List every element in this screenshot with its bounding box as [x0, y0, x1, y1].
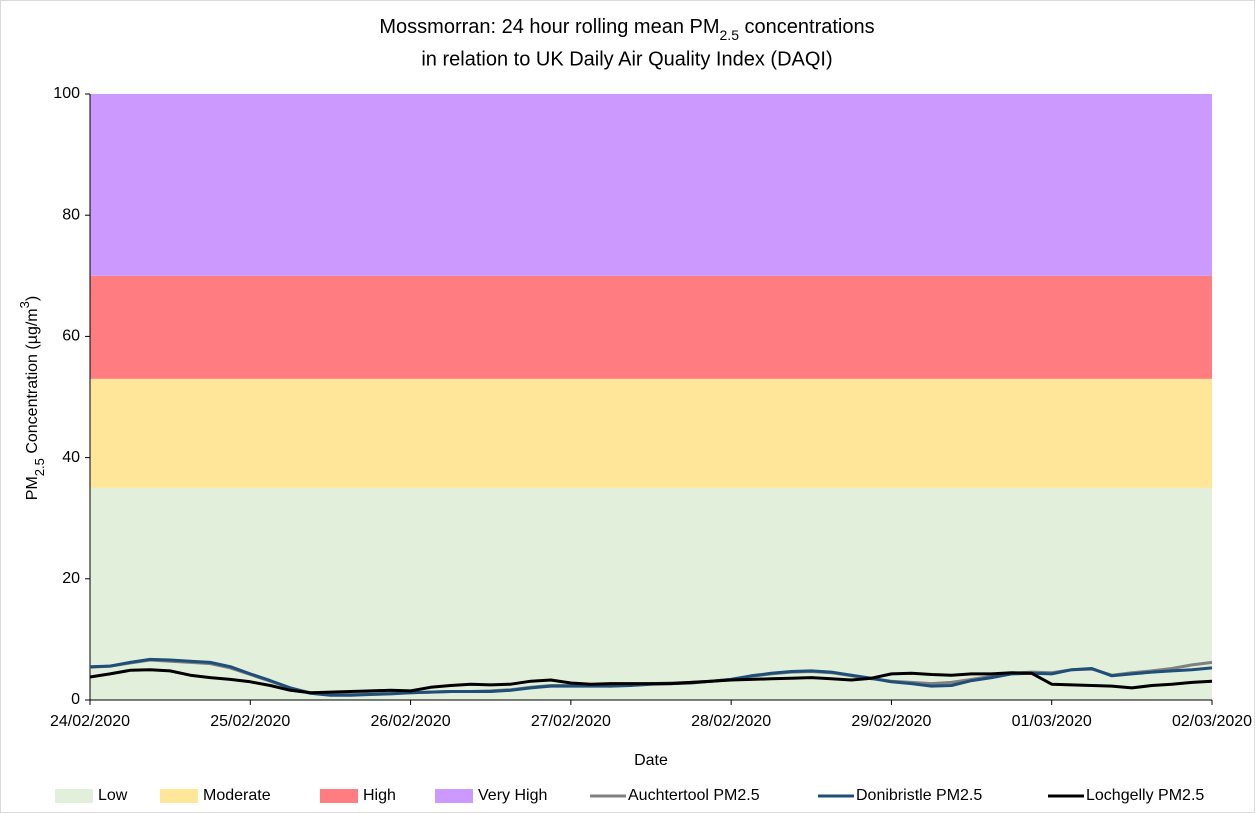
legend-label: Moderate — [203, 787, 271, 804]
band — [90, 487, 1212, 700]
chart-subtitle: in relation to UK Daily Air Quality Inde… — [421, 48, 832, 70]
x-tick-label: 29/02/2020 — [851, 713, 931, 730]
title-part: Mossmorran: 24 hour rolling mean PM — [379, 16, 719, 38]
x-tick-label: 01/03/2020 — [1012, 713, 1092, 730]
x-axis-label: Date — [634, 752, 668, 769]
label-superscript: 3 — [17, 301, 32, 308]
x-tick-label: 02/03/2020 — [1172, 713, 1252, 730]
label-subscript: 2.5 — [32, 458, 47, 476]
band — [90, 94, 1212, 276]
label-part: Concentration (µg/m — [24, 308, 41, 458]
legend-swatch — [435, 789, 473, 803]
x-tick-label: 26/02/2020 — [371, 713, 451, 730]
band — [90, 275, 1212, 379]
title-part: concentrations — [739, 16, 875, 38]
x-tick-label: 27/02/2020 — [531, 713, 611, 730]
legend-swatch — [55, 789, 93, 803]
legend-label: Very High — [478, 787, 547, 804]
legend-swatch — [160, 789, 198, 803]
y-tick-label: 40 — [62, 449, 80, 466]
x-tick-label: 28/02/2020 — [691, 713, 771, 730]
label-part: ) — [24, 296, 41, 301]
x-tick-label: 25/02/2020 — [210, 713, 290, 730]
y-tick-label: 0 — [71, 691, 80, 708]
y-axis-label: PM2.5 Concentration (µg/m3) — [17, 296, 47, 500]
band — [90, 378, 1212, 488]
legend-swatch — [320, 789, 358, 803]
legend-label: Lochgelly PM2.5 — [1086, 787, 1204, 804]
legend-label: High — [363, 787, 396, 804]
legend-label: Low — [98, 787, 128, 804]
y-tick-label: 100 — [53, 85, 80, 102]
title-subscript: 2.5 — [720, 27, 740, 43]
y-tick-label: 20 — [62, 570, 80, 587]
series-line — [89, 668, 1213, 695]
legend-label: Donibristle PM2.5 — [856, 787, 982, 804]
x-tick-label: 24/02/2020 — [50, 713, 130, 730]
chart-title: Mossmorran: 24 hour rolling mean PM2.5 c… — [379, 16, 874, 42]
y-tick-label: 80 — [62, 206, 80, 223]
label-part: PM — [24, 476, 41, 500]
legend-label: Auchtertool PM2.5 — [628, 787, 760, 804]
y-tick-label: 60 — [62, 328, 80, 345]
